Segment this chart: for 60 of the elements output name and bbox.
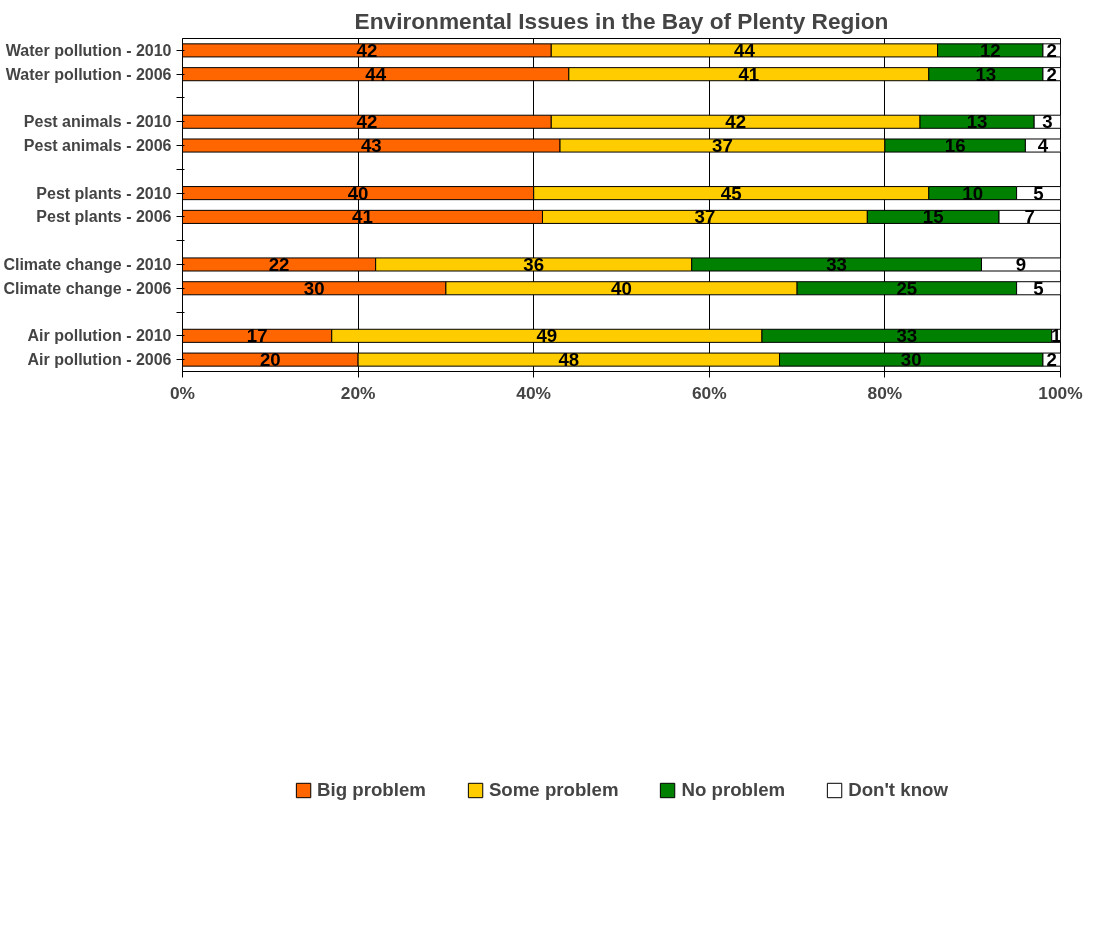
y-tick-label: Climate change - 2006 [3,279,172,297]
y-tick-label: Air pollution - 2006 [27,351,172,369]
x-tick-label: 0% [169,382,196,403]
data-label: 16 [944,135,966,157]
data-label: 33 [826,253,847,275]
y-tick-label: Pest animals - 2010 [23,113,172,131]
legend-label: No problem [681,778,786,801]
data-label: 30 [900,349,922,371]
data-label: 15 [922,206,944,228]
x-tick-label: 60% [691,382,727,403]
data-label: 22 [268,253,290,275]
data-label: 25 [896,277,918,299]
data-label: 36 [523,253,545,275]
data-label: 10 [962,182,984,204]
data-label: 9 [1015,253,1027,275]
y-tick-label: Pest plants - 2010 [36,184,172,202]
data-label: 5 [1033,277,1044,299]
y-tick-label: Pest animals - 2006 [23,137,172,155]
y-tick-label: Water pollution - 2006 [5,65,172,83]
data-label: 37 [712,135,733,157]
data-label: 30 [303,277,325,299]
data-label: 41 [352,206,373,228]
data-label: 13 [975,63,997,85]
data-label: 44 [365,63,387,85]
data-label: 45 [720,182,742,204]
x-tick-label: 80% [867,382,903,403]
data-label: 41 [738,63,760,85]
data-label: 13 [966,111,988,133]
legend-label: Big problem [317,778,426,801]
x-tick-label: 100% [1038,382,1083,403]
data-label: 17 [246,325,268,347]
data-label: 2 [1046,63,1057,85]
data-label: 3 [1042,111,1053,133]
data-label: 12 [979,39,1001,61]
data-label: 42 [356,111,378,133]
chart-title: Environmental Issues in the Bay of Plenty Region [354,7,889,34]
data-label: 48 [558,349,580,371]
data-label: 37 [694,206,716,228]
data-label: 42 [725,111,747,133]
data-label: 49 [536,325,558,347]
data-label: 40 [347,182,369,204]
data-label: 40 [611,277,632,299]
data-label: 43 [360,135,382,157]
y-tick-label: Pest plants - 2006 [36,208,172,226]
y-tick-label: Water pollution - 2010 [5,41,172,59]
x-tick-label: 40% [516,382,552,403]
legend-label: Some problem [488,778,619,801]
data-label: 20 [259,349,281,371]
data-label: 42 [356,39,378,61]
data-label: 4 [1037,135,1049,157]
y-tick-label: Air pollution - 2010 [27,327,172,345]
x-tick-label: 20% [340,382,376,403]
data-label: 2 [1046,349,1057,371]
data-label: 5 [1033,182,1044,204]
data-label: 44 [734,39,756,61]
data-label: 2 [1046,39,1057,61]
data-label: 33 [896,325,918,347]
legend-label: Don't know [848,778,948,801]
y-tick-label: Climate change - 2010 [3,255,172,273]
data-label: 7 [1024,206,1035,228]
